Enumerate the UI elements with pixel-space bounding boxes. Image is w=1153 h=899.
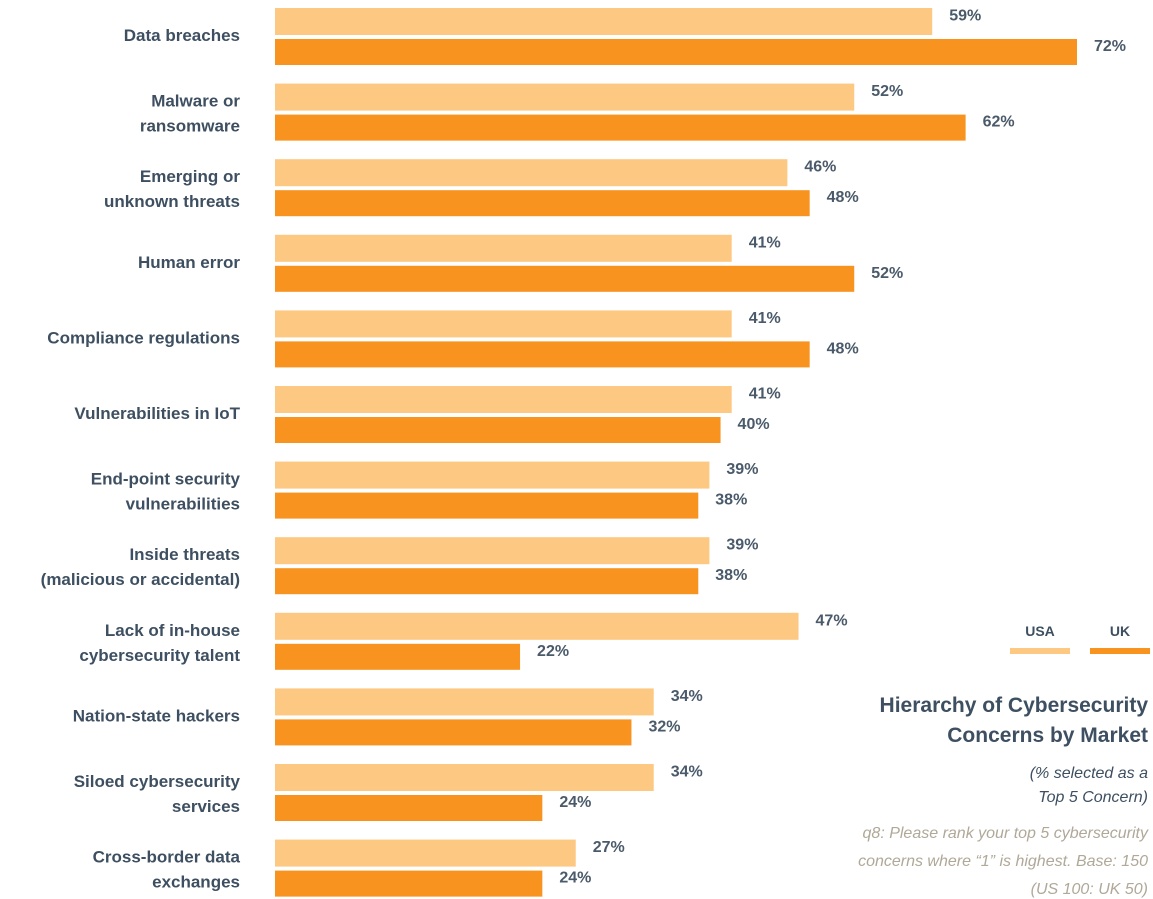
category-label: Emerging or unknown threats (104, 167, 240, 211)
bar (275, 417, 721, 443)
value-label: 41% (749, 234, 781, 251)
value-label: 40% (738, 416, 770, 433)
bar (275, 190, 810, 217)
category-label: Inside threats (malicious or accidental) (41, 545, 240, 589)
value-label: 41% (749, 386, 781, 403)
category-label: Lack of in-house cybersecurity talent (79, 621, 240, 665)
value-label: 39% (726, 461, 758, 478)
value-label: 38% (715, 492, 747, 509)
category-label: Malware or ransomware (140, 92, 241, 136)
value-label: 48% (827, 340, 859, 357)
value-label: 34% (671, 764, 703, 781)
bar (275, 764, 654, 791)
chart-note: q8: Please rank your top 5 cybersecurity… (858, 825, 1149, 898)
value-label: 24% (559, 870, 591, 887)
value-label: 47% (816, 612, 848, 629)
bar (275, 310, 732, 338)
bar (275, 39, 1077, 65)
chart-title: Hierarchy of Cybersecurity Concerns by Ma… (880, 694, 1149, 747)
value-label: 41% (749, 310, 781, 327)
bar (275, 159, 788, 187)
category-label: Cross-border data exchanges (93, 848, 241, 892)
value-label: 72% (1094, 38, 1126, 55)
category-label: Siloed cybersecurity services (74, 772, 241, 816)
value-label: 24% (559, 794, 591, 811)
value-label: 27% (593, 839, 625, 856)
bar (275, 83, 855, 111)
value-label: 52% (871, 83, 903, 100)
bar (275, 568, 699, 595)
value-label: 22% (537, 643, 569, 660)
bar (275, 461, 710, 489)
value-label: 39% (726, 537, 758, 554)
bar (275, 612, 799, 640)
category-label: End-point security vulnerabilities (91, 470, 241, 514)
bar (275, 537, 710, 565)
category-label: Vulnerabilities in IoT (74, 404, 240, 423)
category-label: Human error (138, 253, 240, 272)
value-label: 52% (871, 265, 903, 282)
bar (275, 795, 543, 821)
value-label: 59% (949, 8, 981, 25)
category-label: Data breaches (124, 26, 240, 45)
bar (275, 386, 732, 413)
bar (275, 8, 933, 35)
legend-swatch (1090, 648, 1150, 654)
bar (275, 265, 855, 292)
bar (275, 643, 521, 670)
value-label: 62% (983, 114, 1015, 131)
bar (275, 341, 810, 368)
category-label: Compliance regulations (47, 328, 240, 347)
bar (275, 492, 699, 519)
value-label: 46% (804, 159, 836, 176)
chart-subtitle: (% selected as a Top 5 Concern) (1030, 765, 1148, 806)
bar (275, 114, 966, 141)
category-label: Nation-state hackers (73, 706, 240, 725)
bar (275, 234, 732, 262)
bar (275, 839, 576, 867)
legend-label: UK (1110, 623, 1130, 639)
value-label: 32% (648, 718, 680, 735)
bar (275, 719, 632, 746)
legend-swatch (1010, 648, 1070, 654)
legend-label: USA (1025, 623, 1055, 639)
value-label: 34% (671, 688, 703, 705)
value-label: 48% (827, 189, 859, 206)
bar (275, 870, 543, 897)
value-label: 38% (715, 567, 747, 584)
bar (275, 688, 654, 716)
